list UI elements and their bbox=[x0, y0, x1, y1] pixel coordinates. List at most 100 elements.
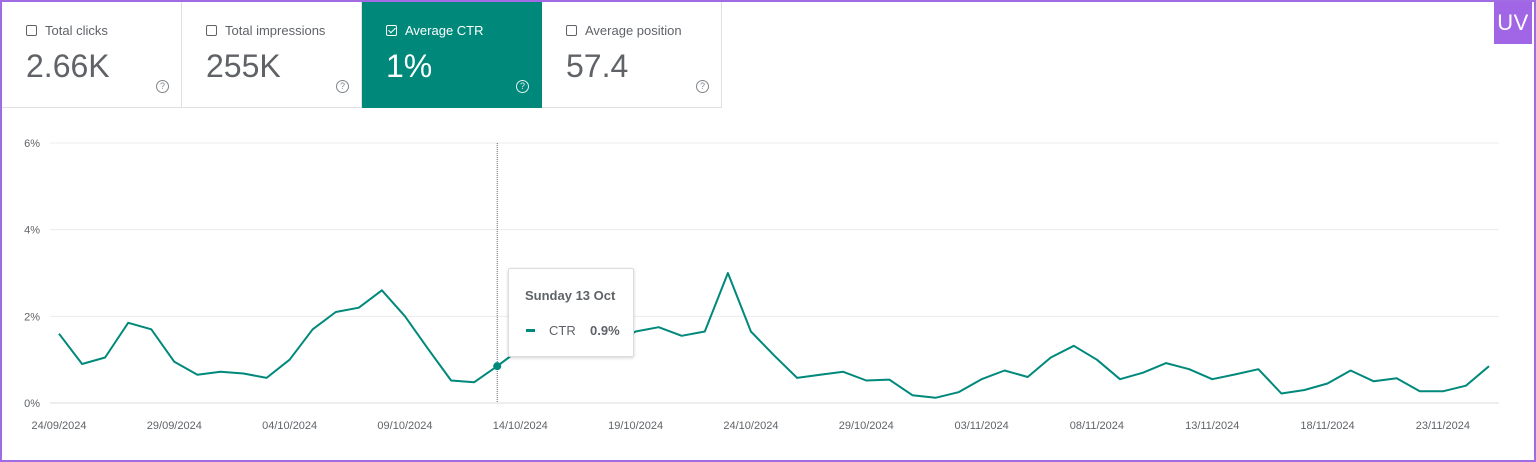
checkbox-icon[interactable] bbox=[206, 25, 217, 36]
data-point bbox=[358, 307, 360, 309]
tooltip-date: Sunday 13 Oct bbox=[525, 288, 616, 303]
data-point bbox=[635, 331, 637, 333]
data-point bbox=[450, 379, 452, 381]
metric-cards: Total clicks 2.66K ? Total impressions 2… bbox=[2, 2, 722, 109]
data-point bbox=[958, 391, 960, 393]
data-point bbox=[865, 379, 867, 381]
data-point bbox=[796, 377, 798, 379]
checkbox-icon[interactable] bbox=[26, 25, 37, 36]
data-point bbox=[888, 379, 890, 381]
data-point bbox=[58, 333, 60, 335]
data-point bbox=[127, 322, 129, 324]
data-point bbox=[1373, 380, 1375, 382]
metric-card-total-clicks[interactable]: Total clicks 2.66K ? bbox=[2, 2, 182, 108]
data-point bbox=[81, 363, 83, 365]
x-tick-label: 04/10/2024 bbox=[262, 420, 317, 432]
data-point bbox=[312, 328, 314, 330]
tooltip-series-name: CTR bbox=[549, 323, 576, 338]
data-point bbox=[1488, 365, 1490, 367]
data-point bbox=[1442, 390, 1444, 392]
data-point bbox=[1096, 359, 1098, 361]
data-point bbox=[1027, 376, 1029, 378]
data-point bbox=[404, 315, 406, 317]
x-tick-label: 03/11/2024 bbox=[954, 420, 1008, 432]
y-tick-label: 4% bbox=[24, 225, 40, 237]
data-point bbox=[704, 331, 706, 333]
data-point bbox=[150, 328, 152, 330]
data-point bbox=[473, 381, 475, 383]
data-point bbox=[104, 357, 106, 359]
y-tick-label: 0% bbox=[24, 398, 40, 410]
data-point bbox=[1280, 392, 1282, 394]
metric-value: 1% bbox=[386, 48, 433, 84]
series-swatch bbox=[526, 329, 535, 332]
highlighted-data-point bbox=[493, 362, 502, 371]
x-tick-label: 08/11/2024 bbox=[1070, 420, 1124, 432]
data-point bbox=[335, 311, 337, 313]
data-point bbox=[381, 289, 383, 291]
data-point bbox=[911, 394, 913, 396]
metric-value: 2.66K bbox=[26, 48, 110, 84]
x-tick-label: 09/10/2024 bbox=[377, 420, 432, 432]
data-point bbox=[981, 378, 983, 380]
data-point bbox=[427, 348, 429, 350]
help-icon[interactable]: ? bbox=[156, 80, 169, 93]
x-tick-label: 13/11/2024 bbox=[1185, 420, 1239, 432]
y-tick-label: 2% bbox=[24, 311, 40, 323]
data-point bbox=[1234, 373, 1236, 375]
data-point bbox=[750, 331, 752, 333]
metric-label: Average position bbox=[585, 23, 682, 38]
data-point bbox=[819, 374, 821, 376]
metric-label: Average CTR bbox=[405, 23, 484, 38]
data-point bbox=[219, 371, 221, 373]
data-point bbox=[1142, 372, 1144, 374]
data-point bbox=[1165, 362, 1167, 364]
tooltip-value: 0.9% bbox=[590, 323, 620, 338]
metric-value: 255K bbox=[206, 48, 281, 84]
metric-label: Total clicks bbox=[45, 23, 108, 38]
data-point bbox=[1004, 370, 1006, 372]
data-point bbox=[842, 371, 844, 373]
data-point bbox=[1050, 357, 1052, 359]
data-point bbox=[266, 377, 268, 379]
data-point bbox=[1188, 368, 1190, 370]
help-icon[interactable]: ? bbox=[336, 80, 349, 93]
data-point bbox=[1073, 345, 1075, 347]
data-point bbox=[243, 373, 245, 375]
data-point bbox=[681, 335, 683, 337]
data-point bbox=[1257, 368, 1259, 370]
data-point bbox=[196, 374, 198, 376]
data-point bbox=[1396, 377, 1398, 379]
chart-tooltip: Sunday 13 Oct CTR 0.9% bbox=[508, 268, 634, 357]
data-point bbox=[1419, 390, 1421, 392]
data-point bbox=[173, 361, 175, 363]
checkbox-checked-icon[interactable] bbox=[386, 25, 397, 36]
uv-logo: UV bbox=[1494, 2, 1532, 44]
help-icon[interactable]: ? bbox=[516, 80, 529, 93]
x-tick-label: 29/09/2024 bbox=[147, 420, 202, 432]
x-tick-label: 23/11/2024 bbox=[1416, 420, 1470, 432]
y-tick-label: 6% bbox=[24, 138, 40, 150]
x-tick-label: 29/10/2024 bbox=[839, 420, 894, 432]
metric-label: Total impressions bbox=[225, 23, 326, 38]
data-point bbox=[773, 354, 775, 356]
x-tick-label: 24/09/2024 bbox=[31, 420, 86, 432]
data-point bbox=[1303, 389, 1305, 391]
x-tick-label: 14/10/2024 bbox=[493, 420, 548, 432]
data-point bbox=[934, 397, 936, 399]
data-point bbox=[1465, 385, 1467, 387]
data-point bbox=[289, 359, 291, 361]
x-tick-label: 19/10/2024 bbox=[608, 420, 663, 432]
data-point bbox=[1119, 378, 1121, 380]
x-tick-label: 24/10/2024 bbox=[723, 420, 778, 432]
checkbox-icon[interactable] bbox=[566, 25, 577, 36]
metric-card-average-ctr[interactable]: Average CTR 1% ? bbox=[362, 2, 542, 108]
metric-card-average-position[interactable]: Average position 57.4 ? bbox=[542, 2, 722, 108]
ctr-series-line bbox=[58, 272, 1490, 399]
metric-card-total-impressions[interactable]: Total impressions 255K ? bbox=[182, 2, 362, 108]
data-point bbox=[1327, 383, 1329, 385]
data-point bbox=[1350, 370, 1352, 372]
help-icon[interactable]: ? bbox=[696, 80, 709, 93]
